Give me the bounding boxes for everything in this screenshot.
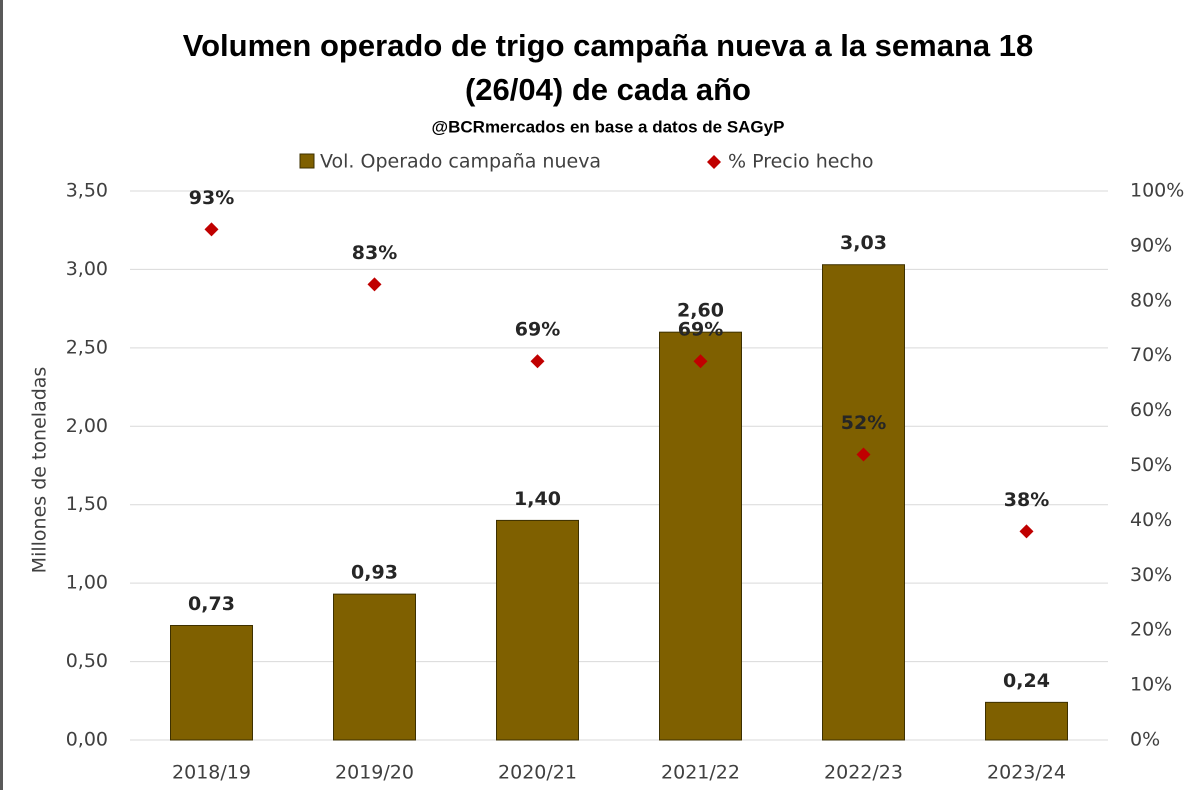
data-label: 0,24 bbox=[1003, 670, 1050, 692]
data-label: 52% bbox=[841, 412, 886, 434]
x-tick-label: 2018/19 bbox=[172, 762, 251, 784]
data-label: 0,73 bbox=[188, 593, 235, 615]
point bbox=[204, 222, 219, 237]
legend-label: Vol. Operado campaña nueva bbox=[320, 151, 601, 173]
bar bbox=[985, 701, 1068, 741]
y-axis-label: Millones de toneladas bbox=[29, 367, 51, 574]
x-tick-label: 2023/24 bbox=[987, 762, 1066, 784]
y2-tick-label: 60% bbox=[1130, 399, 1172, 421]
data-label: 69% bbox=[515, 319, 560, 341]
x-tick-label: 2020/21 bbox=[498, 762, 577, 784]
chart-subtitle: @BCRmercados en base a datos de SAGyP bbox=[432, 117, 785, 136]
data-label: 83% bbox=[352, 242, 397, 264]
y2-tick-label: 10% bbox=[1130, 674, 1172, 696]
data-label: 1,40 bbox=[514, 488, 561, 510]
y2-tick-label: 90% bbox=[1130, 234, 1172, 256]
y2-tick-label: 30% bbox=[1130, 564, 1172, 586]
data-label: 38% bbox=[1004, 489, 1049, 511]
y2-tick-label: 70% bbox=[1130, 344, 1172, 366]
chart-title: Volumen operado de trigo campaña nueva a… bbox=[183, 28, 1034, 63]
y2-tick-label: 80% bbox=[1130, 289, 1172, 311]
point bbox=[367, 277, 382, 292]
x-tick-label: 2019/20 bbox=[335, 762, 414, 784]
bar bbox=[170, 624, 253, 741]
point bbox=[1019, 524, 1034, 539]
bar bbox=[822, 264, 905, 741]
y-tick-label: 1,00 bbox=[66, 572, 108, 594]
y2-tick-label: 20% bbox=[1130, 619, 1172, 641]
point bbox=[693, 354, 708, 369]
y-tick-label: 3,00 bbox=[66, 258, 108, 280]
data-label: 0,93 bbox=[351, 562, 398, 584]
bar bbox=[333, 593, 416, 741]
y-tick-label: 1,50 bbox=[66, 493, 108, 515]
data-label: 69% bbox=[678, 319, 723, 341]
bar bbox=[659, 331, 742, 741]
data-label: 93% bbox=[189, 187, 234, 209]
y-tick-label: 0,50 bbox=[66, 650, 108, 672]
x-tick-label: 2021/22 bbox=[661, 762, 740, 784]
y-tick-label: 2,50 bbox=[66, 336, 108, 358]
data-label: 2,60 bbox=[677, 300, 724, 322]
data-label: 3,03 bbox=[840, 232, 887, 254]
point bbox=[856, 447, 871, 462]
y2-tick-label: 0% bbox=[1130, 729, 1160, 751]
x-tick-label: 2022/23 bbox=[824, 762, 903, 784]
bar bbox=[496, 519, 579, 741]
legend-swatch bbox=[299, 153, 315, 169]
y-tick-label: 3,50 bbox=[66, 180, 108, 202]
y2-tick-label: 40% bbox=[1130, 509, 1172, 531]
point bbox=[530, 354, 545, 369]
chart-title: (26/04) de cada año bbox=[465, 72, 751, 107]
legend-label: % Precio hecho bbox=[728, 151, 874, 173]
y-tick-label: 0,00 bbox=[66, 729, 108, 751]
y-tick-label: 2,00 bbox=[66, 415, 108, 437]
y2-tick-label: 100% bbox=[1130, 180, 1184, 202]
legend-swatch bbox=[707, 155, 721, 169]
y2-tick-label: 50% bbox=[1130, 454, 1172, 476]
